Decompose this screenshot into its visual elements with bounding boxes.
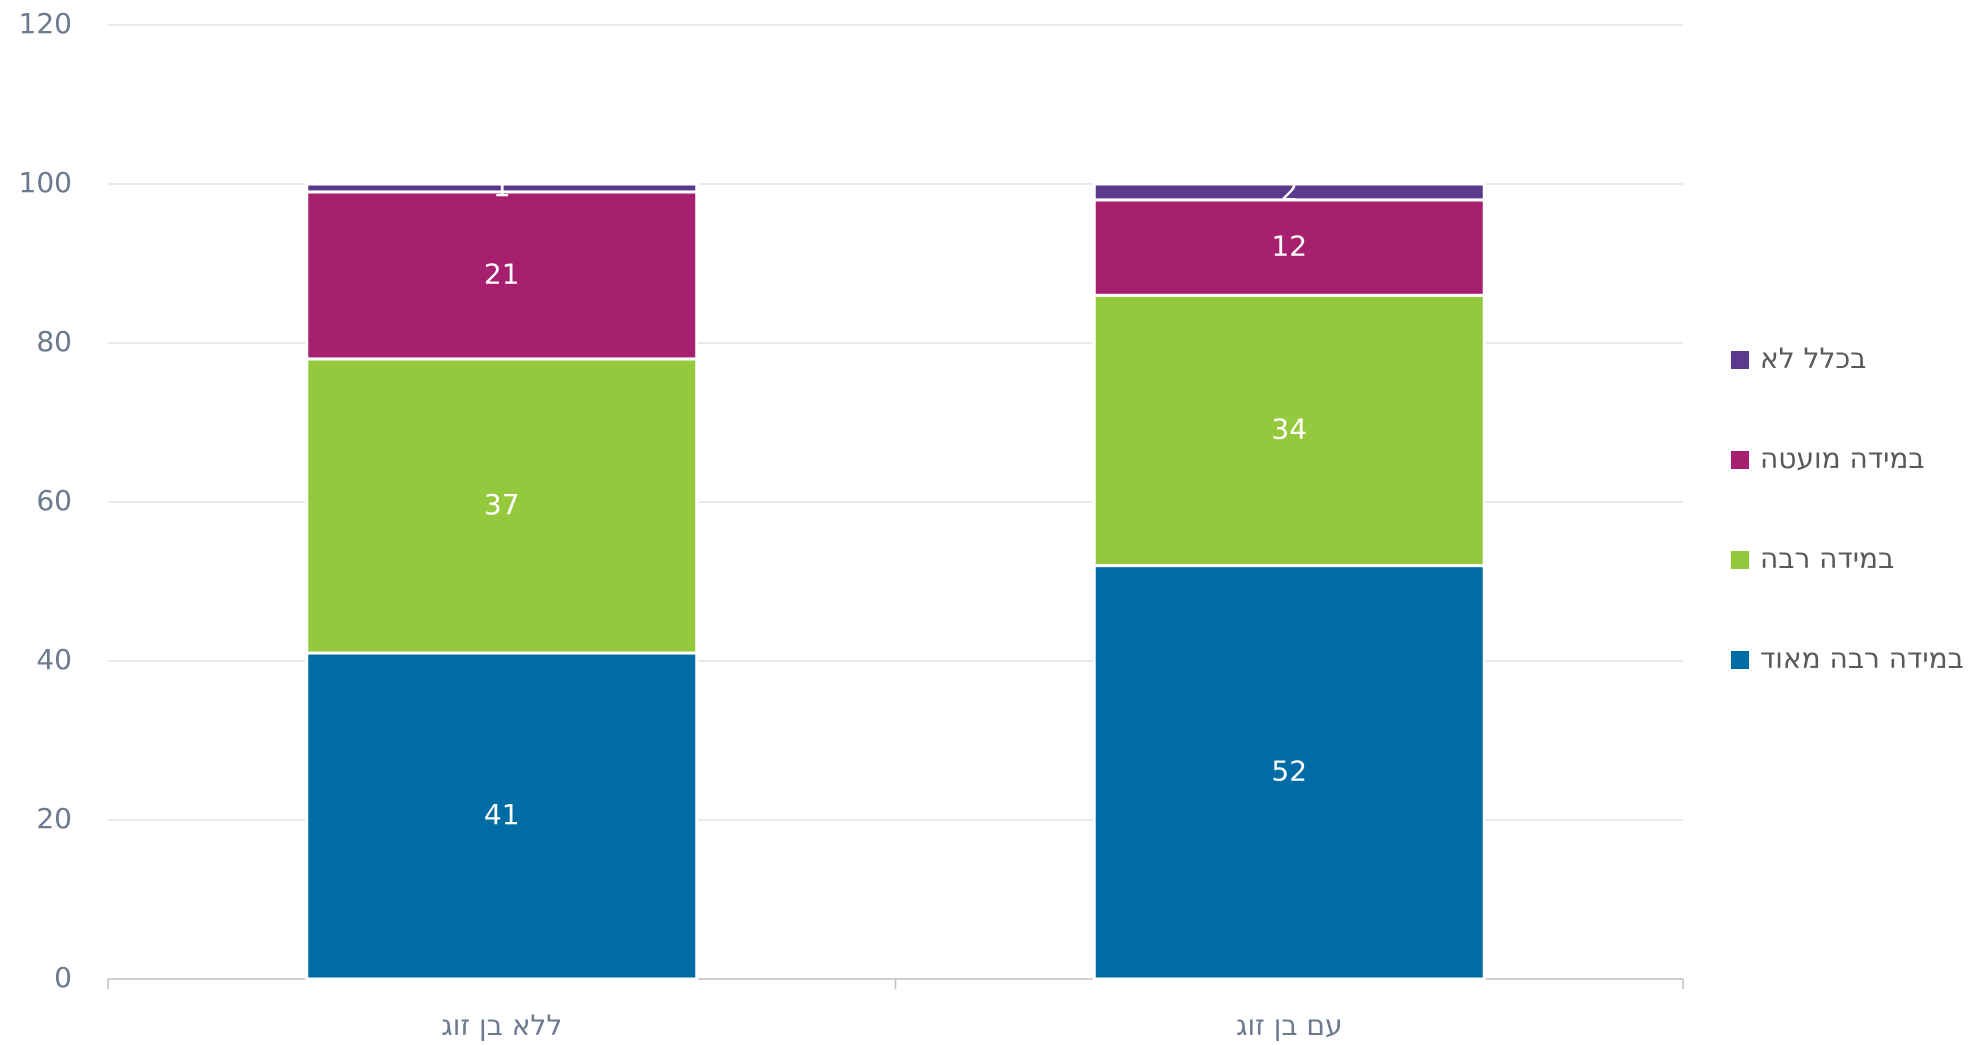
data-label: 34 <box>1271 412 1307 445</box>
data-label: 2 <box>1280 174 1298 207</box>
y-tick-label: 100 <box>19 166 72 199</box>
y-tick-label: 40 <box>36 643 72 676</box>
bar-segment <box>305 190 699 361</box>
legend-marker <box>1731 451 1749 469</box>
bar-segment <box>305 182 699 194</box>
bar-segment <box>1092 182 1486 202</box>
y-tick-label: 120 <box>19 7 72 40</box>
bar-segment <box>1092 293 1486 568</box>
bar-segment <box>1092 564 1486 981</box>
legend-marker <box>1731 351 1749 369</box>
bar-segment <box>305 357 699 655</box>
legend-label: במידה רבה <box>1760 542 1894 575</box>
data-label: 12 <box>1271 230 1307 263</box>
data-label: 21 <box>484 257 520 290</box>
legend-label: במידה מועטה <box>1760 442 1925 475</box>
data-label: 37 <box>484 488 520 521</box>
legend-label: במידה רבה מאוד <box>1760 642 1964 675</box>
x-tick-label: ללא בן זוג <box>441 1009 562 1042</box>
legend-marker <box>1731 551 1749 569</box>
legend-marker <box>1731 651 1749 669</box>
data-label: 1 <box>493 170 511 203</box>
data-label: 52 <box>1271 754 1307 787</box>
y-tick-label: 20 <box>36 802 72 835</box>
y-tick-label: 0 <box>54 961 72 994</box>
x-tick-label: עם בן זוג <box>1236 1009 1343 1042</box>
legend-label: בכלל לא <box>1760 342 1866 375</box>
bar-segment <box>1092 198 1486 297</box>
y-tick-label: 80 <box>36 325 72 358</box>
y-tick-label: 60 <box>36 484 72 517</box>
data-label: 41 <box>484 798 520 831</box>
